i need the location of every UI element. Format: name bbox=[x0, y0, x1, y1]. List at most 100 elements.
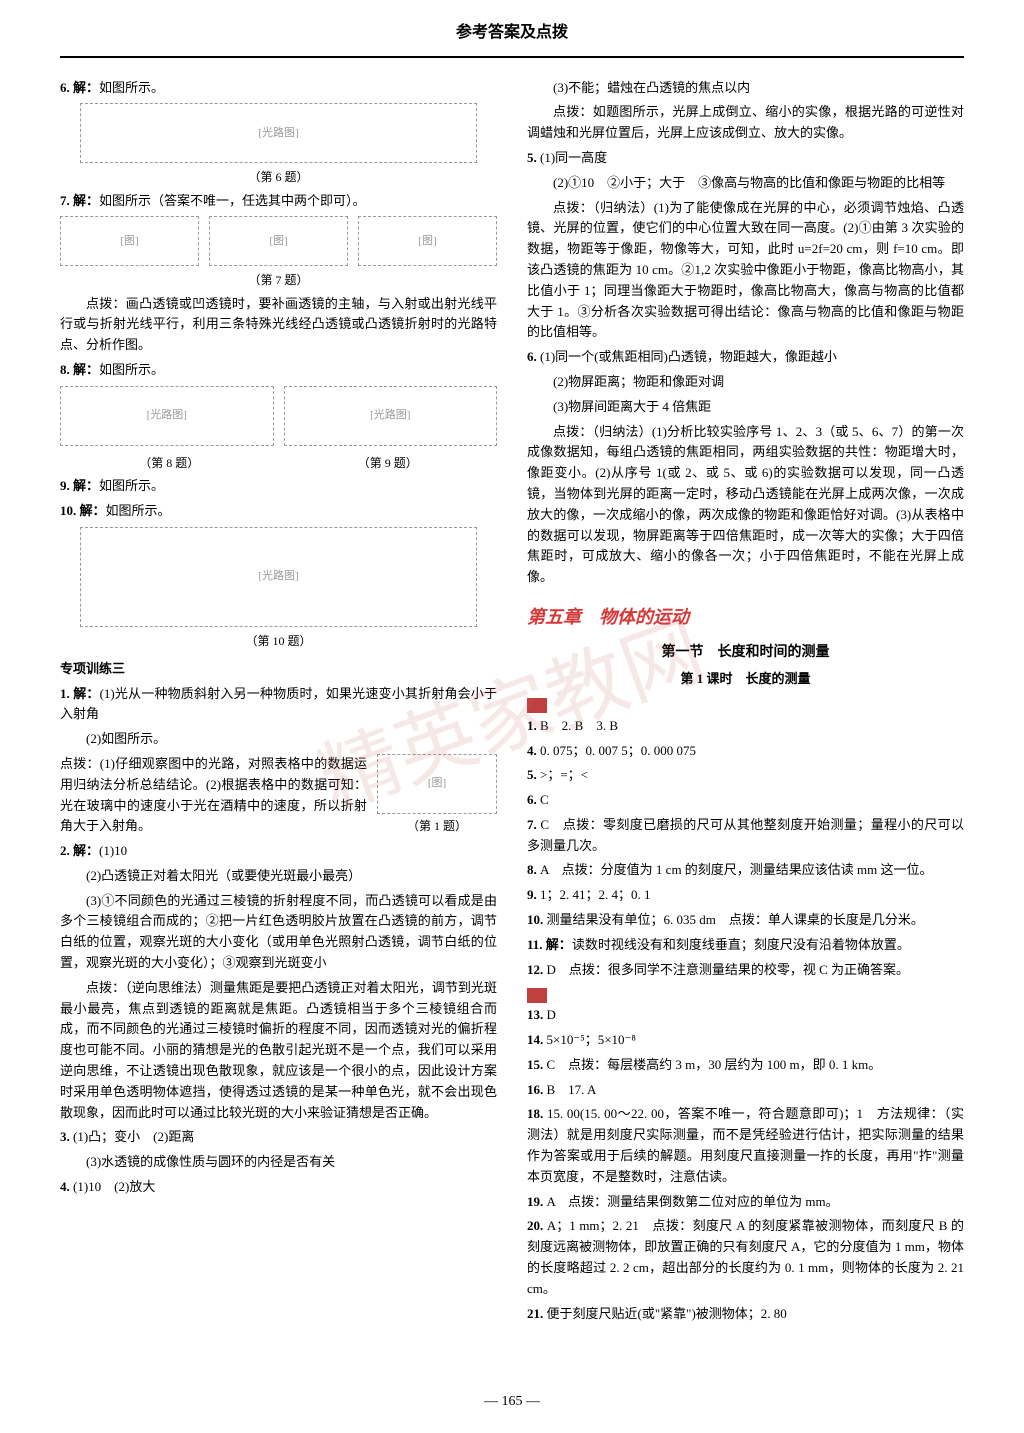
diagram: [光路图] bbox=[60, 386, 274, 446]
paragraph: 点拨：如题图所示，光屏上成倒立、缩小的实像，根据光路的可逆性对调蜡烛和光屏位置后… bbox=[527, 102, 964, 144]
figure-caption: （第 6 题） bbox=[60, 168, 497, 187]
item-text: C 点拨：零刻度已磨损的尺可从其他整刻度开始测量；量程小的尺可以多测量几次。 bbox=[527, 817, 964, 853]
answer-item: 16. B 17. A bbox=[527, 1080, 964, 1101]
item-prefix: 解： bbox=[80, 503, 106, 518]
item-label: 13. bbox=[527, 1007, 547, 1022]
answer-item: 8. A 点拨：分度值为 1 cm 的刻度尺，测量结果应该估读 mm 这一位。 bbox=[527, 860, 964, 881]
item-text: C 点拨：每层楼高约 3 m，30 层约为 100 m，即 0. 1 km。 bbox=[547, 1057, 882, 1072]
item-text: 15. 00(15. 00～22. 00，答案不唯一，符合题意即可)；1 方法规… bbox=[527, 1106, 964, 1183]
paragraph: 点拨：（归纳法）(1)分析比较实验序号 1、2、3（或 5、6、7）的第一次成像… bbox=[527, 422, 964, 588]
figure-caption: （第 8 题） bbox=[60, 454, 279, 473]
item-label: 1. bbox=[60, 686, 73, 701]
figure-caption: （第 1 题） bbox=[377, 817, 497, 836]
subtitle: 专项训练三 bbox=[60, 659, 497, 680]
item-label: 10. bbox=[527, 912, 547, 927]
answer-item: 21. 便于刻度尺贴近(或"紧靠")被测物体；2. 80 bbox=[527, 1304, 964, 1325]
para-with-figure: 点拨：(1)仔细观察图中的光路，对照表格中的数据运用归纳法分析总结结论。(2)根… bbox=[60, 754, 497, 841]
paragraph: 点拨：画凸透镜或凹透镜时，要补画透镜的主轴，与入射或出射光线平行或与折射光线平行… bbox=[60, 294, 497, 356]
section-icon bbox=[527, 988, 547, 1003]
diagram-row: [光路图][光路图] bbox=[60, 386, 497, 446]
item-label: 5. bbox=[527, 767, 540, 782]
paragraph: (3)物屏间距离大于 4 倍焦距 bbox=[527, 397, 964, 418]
answer-item: 6. 解：如图所示。 bbox=[60, 78, 497, 99]
item-text: A 点拨：分度值为 1 cm 的刻度尺，测量结果应该估读 mm 这一位。 bbox=[540, 862, 933, 877]
content-area: 6. 解：如图所示。[光路图]（第 6 题）7. 解：如图所示（答案不唯一，任选… bbox=[0, 58, 1024, 1349]
answer-item: 7. C 点拨：零刻度已磨损的尺可从其他整刻度开始测量；量程小的尺可以多测量几次… bbox=[527, 815, 964, 857]
page-number: — 165 — bbox=[484, 1391, 540, 1413]
answer-item: 14. 5×10⁻⁵；5×10⁻⁸ bbox=[527, 1030, 964, 1051]
diagram: [光路图] bbox=[80, 527, 477, 627]
item-text: A 点拨：测量结果倒数第二位对应的单位为 mm。 bbox=[547, 1194, 839, 1209]
item-label: 20. bbox=[527, 1218, 547, 1233]
answer-item: 18. 15. 00(15. 00～22. 00，答案不唯一，符合题意即可)；1… bbox=[527, 1104, 964, 1187]
item-text: 1；2. 41；2. 4；0. 1 bbox=[540, 887, 651, 902]
item-label: 9. bbox=[527, 887, 540, 902]
lesson-title: 第 1 课时 长度的测量 bbox=[527, 669, 964, 690]
item-label: 4. bbox=[527, 743, 540, 758]
paragraph: (2)①10 ②小于；大于 ③像高与物高的比值和像距与物距的比相等 bbox=[527, 173, 964, 194]
item-text: >；=；< bbox=[540, 767, 588, 782]
item-label: 2. bbox=[60, 843, 73, 858]
item-prefix: 解： bbox=[73, 193, 99, 208]
item-text: 便于刻度尺贴近(或"紧靠")被测物体；2. 80 bbox=[547, 1306, 787, 1321]
item-prefix: 解： bbox=[73, 80, 99, 95]
answer-item: 4. (1)10 (2)放大 bbox=[60, 1177, 497, 1198]
paragraph: (3)不能；蜡烛在凸透镜的焦点以内 bbox=[527, 78, 964, 99]
answer-item: 11. 解：读数时视线没有和刻度线垂直；刻度尺没有沿着物体放置。 bbox=[527, 935, 964, 956]
caption-row: （第 8 题）（第 9 题） bbox=[60, 451, 497, 476]
item-label: 15. bbox=[527, 1057, 547, 1072]
item-label: 6. bbox=[527, 349, 540, 364]
item-label: 21. bbox=[527, 1306, 547, 1321]
answer-item: 1. 解：(1)光从一种物质斜射入另一种物质时，如果光速变小其折射角会小于入射角 bbox=[60, 684, 497, 726]
item-text: A；1 mm；2. 21 点拨：刻度尺 A 的刻度紧靠被测物体，而刻度尺 B 的… bbox=[527, 1218, 964, 1295]
diagram: [图] bbox=[358, 216, 497, 266]
item-label: 18. bbox=[527, 1106, 547, 1121]
item-text: (1)凸；变小 (2)距离 bbox=[73, 1129, 194, 1144]
answer-item: 8. 解：如图所示。 bbox=[60, 360, 497, 381]
answer-item: 6. (1)同一个(或焦距相同)凸透镜，物距越大，像距越小 bbox=[527, 347, 964, 368]
item-label: 1. bbox=[527, 718, 540, 733]
item-prefix: 解： bbox=[73, 362, 99, 377]
item-label: 10. bbox=[60, 503, 80, 518]
paragraph: (2)物屏距离；物距和像距对调 bbox=[527, 372, 964, 393]
item-text: C bbox=[540, 792, 549, 807]
figure-caption: （第 10 题） bbox=[60, 632, 497, 651]
item-text: 0. 075；0. 007 5；0. 000 075 bbox=[540, 743, 696, 758]
item-label: 8. bbox=[527, 862, 540, 877]
diagram: [图] bbox=[60, 216, 199, 266]
answer-item: 2. 解：(1)10 bbox=[60, 841, 497, 862]
paragraph: (2)如图所示。 bbox=[60, 729, 497, 750]
item-text: 测量结果没有单位；6. 035 dm 点拨：单人课桌的长度是几分米。 bbox=[547, 912, 924, 927]
answer-item: 5. >；=；< bbox=[527, 765, 964, 786]
item-label: 3. bbox=[60, 1129, 73, 1144]
item-prefix: 解： bbox=[546, 937, 572, 952]
item-text: 如图所示。 bbox=[106, 503, 171, 518]
answer-item: 10. 解：如图所示。 bbox=[60, 501, 497, 522]
item-label: 11. bbox=[527, 937, 546, 952]
item-text: 如图所示。 bbox=[99, 478, 164, 493]
item-label: 6. bbox=[60, 80, 73, 95]
answer-item: 20. A；1 mm；2. 21 点拨：刻度尺 A 的刻度紧靠被测物体，而刻度尺… bbox=[527, 1216, 964, 1299]
answer-item: 6. C bbox=[527, 790, 964, 811]
item-text: B 17. A bbox=[547, 1082, 597, 1097]
item-label: 9. bbox=[60, 478, 73, 493]
answer-item: 13. D bbox=[527, 1005, 964, 1026]
paragraph: 点拨：(1)仔细观察图中的光路，对照表格中的数据运用归纳法分析总结结论。(2)根… bbox=[60, 754, 367, 837]
item-label: 8. bbox=[60, 362, 73, 377]
answer-item: 4. 0. 075；0. 007 5；0. 000 075 bbox=[527, 741, 964, 762]
paragraph: 点拨：（归纳法）(1)为了能使像成在光屏的中心，必须调节烛焰、凸透镜、光屏的位置… bbox=[527, 198, 964, 344]
item-text: D 点拨：很多同学不注意测量结果的校零，视 C 为正确答案。 bbox=[547, 962, 910, 977]
diagram: [图] bbox=[209, 216, 348, 266]
subsection-title: 第一节 长度和时间的测量 bbox=[527, 642, 964, 664]
diagram: [图] bbox=[377, 754, 497, 814]
answer-item: 12. D 点拨：很多同学不注意测量结果的校零，视 C 为正确答案。 bbox=[527, 960, 964, 981]
side-figure: [图] （第 1 题） bbox=[377, 754, 497, 841]
answer-item: 3. (1)凸；变小 (2)距离 bbox=[60, 1127, 497, 1148]
item-text: 如图所示。 bbox=[99, 80, 164, 95]
item-label: 7. bbox=[527, 817, 540, 832]
item-label: 6. bbox=[527, 792, 540, 807]
figure-caption: （第 9 题） bbox=[279, 454, 498, 473]
page-header: 参考答案及点拨 bbox=[60, 0, 964, 58]
item-text: 如图所示。 bbox=[99, 362, 164, 377]
item-label: 4. bbox=[60, 1179, 73, 1194]
